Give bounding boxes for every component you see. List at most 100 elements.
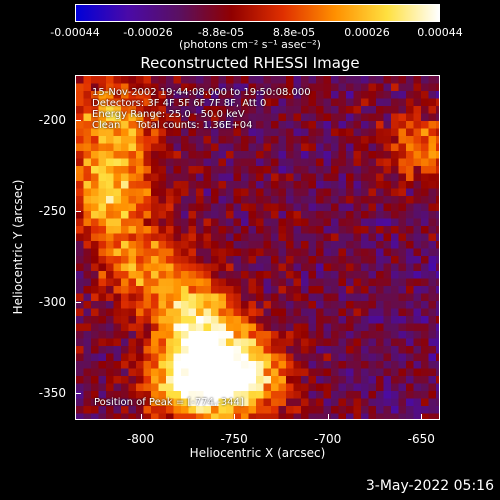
heatmap-cell: [218, 301, 227, 310]
heatmap-cell: [353, 376, 362, 385]
heatmap-cell: [286, 353, 295, 362]
heatmap-cell: [383, 143, 392, 152]
heatmap-cell: [91, 263, 100, 272]
heatmap-cell: [436, 211, 439, 220]
heatmap-cell: [113, 376, 122, 385]
heatmap-cell: [413, 263, 422, 272]
heatmap-cell: [293, 338, 302, 347]
heatmap-cell: [361, 346, 370, 355]
heatmap-cell: [98, 383, 107, 392]
heatmap-cell: [173, 83, 182, 92]
heatmap-cell: [98, 106, 107, 115]
heatmap-cell: [241, 413, 250, 419]
heatmap-cell: [128, 301, 137, 310]
heatmap-cell: [128, 316, 137, 325]
heatmap-cell: [316, 308, 325, 317]
heatmap-cell: [308, 83, 317, 92]
heatmap-cell: [256, 128, 265, 137]
heatmap-cell: [248, 196, 257, 205]
heatmap-cell: [428, 106, 437, 115]
heatmap-cell: [383, 256, 392, 265]
heatmap-cell: [383, 263, 392, 272]
heatmap-cell: [271, 113, 280, 122]
heatmap-cell: [113, 286, 122, 295]
heatmap-cell: [196, 188, 205, 197]
heatmap-cell: [226, 181, 235, 190]
heatmap-cell: [428, 383, 437, 392]
heatmap-cell: [323, 226, 332, 235]
heatmap-cell: [121, 256, 130, 265]
x-tick-label: -750: [220, 432, 248, 446]
heatmap-cell: [211, 128, 220, 137]
heatmap-cell: [211, 271, 220, 280]
heatmap-cell: [166, 263, 175, 272]
heatmap-cell: [413, 361, 422, 370]
heatmap-cell: [353, 136, 362, 145]
heatmap-cell: [391, 196, 400, 205]
heatmap-cell: [391, 413, 400, 419]
heatmap-cell: [413, 383, 422, 392]
heatmap-cell: [398, 368, 407, 377]
heatmap-cell: [368, 391, 377, 400]
heatmap-cell: [406, 353, 415, 362]
heatmap-cell: [391, 263, 400, 272]
heatmap-cell: [346, 323, 355, 332]
heatmap-cell: [91, 203, 100, 212]
heatmap-cell: [301, 353, 310, 362]
heatmap-cell: [293, 173, 302, 182]
heatmap-cell: [353, 113, 362, 122]
heatmap-cell: [301, 113, 310, 122]
heatmap-cell: [413, 398, 422, 407]
heatmap-cell: [196, 278, 205, 287]
heatmap-cell: [136, 316, 145, 325]
heatmap-cell: [398, 158, 407, 167]
heatmap-cell: [263, 406, 272, 415]
heatmap-cell: [203, 398, 212, 407]
heatmap-cell: [353, 158, 362, 167]
heatmap-cell: [143, 98, 152, 107]
heatmap-cell: [106, 91, 115, 100]
colorbar-units: (photons cm⁻² s⁻¹ asec⁻²): [179, 38, 321, 51]
heatmap-cell: [338, 166, 347, 175]
heatmap-cell: [376, 308, 385, 317]
heatmap-cell: [113, 271, 122, 280]
heatmap-cell: [233, 263, 242, 272]
heatmap-cell: [106, 136, 115, 145]
heatmap-cell: [361, 196, 370, 205]
heatmap-cell: [83, 83, 92, 92]
heatmap-cell: [353, 143, 362, 152]
heatmap-cell: [316, 286, 325, 295]
heatmap-cell: [143, 233, 152, 242]
heatmap-cell: [406, 293, 415, 302]
heatmap-cell: [353, 316, 362, 325]
heatmap-cell: [128, 143, 137, 152]
footer-date: 3-May-2022 05:16: [365, 478, 494, 494]
heatmap-cell: [346, 196, 355, 205]
heatmap-cell: [286, 136, 295, 145]
heatmap-cell: [248, 391, 257, 400]
heatmap-cell: [346, 136, 355, 145]
heatmap-cell: [218, 121, 227, 130]
heatmap-cell: [121, 143, 130, 152]
heatmap-cell: [248, 316, 257, 325]
heatmap-cell: [428, 218, 437, 227]
heatmap-cell: [166, 203, 175, 212]
heatmap-svg: [76, 76, 439, 419]
heatmap-cell: [158, 121, 167, 130]
heatmap-cell: [196, 383, 205, 392]
heatmap-cell: [286, 98, 295, 107]
heatmap-cell: [226, 391, 235, 400]
heatmap-cell: [173, 188, 182, 197]
heatmap-cell: [248, 398, 257, 407]
heatmap-cell: [151, 406, 160, 415]
heatmap-cell: [196, 196, 205, 205]
heatmap-cell: [428, 316, 437, 325]
heatmap-cell: [113, 113, 122, 122]
heatmap-cell: [293, 136, 302, 145]
heatmap-cell: [391, 181, 400, 190]
heatmap-cell: [308, 166, 317, 175]
heatmap-cell: [428, 151, 437, 160]
heatmap-cell: [83, 98, 92, 107]
heatmap-cell: [151, 83, 160, 92]
heatmap-cell: [83, 226, 92, 235]
